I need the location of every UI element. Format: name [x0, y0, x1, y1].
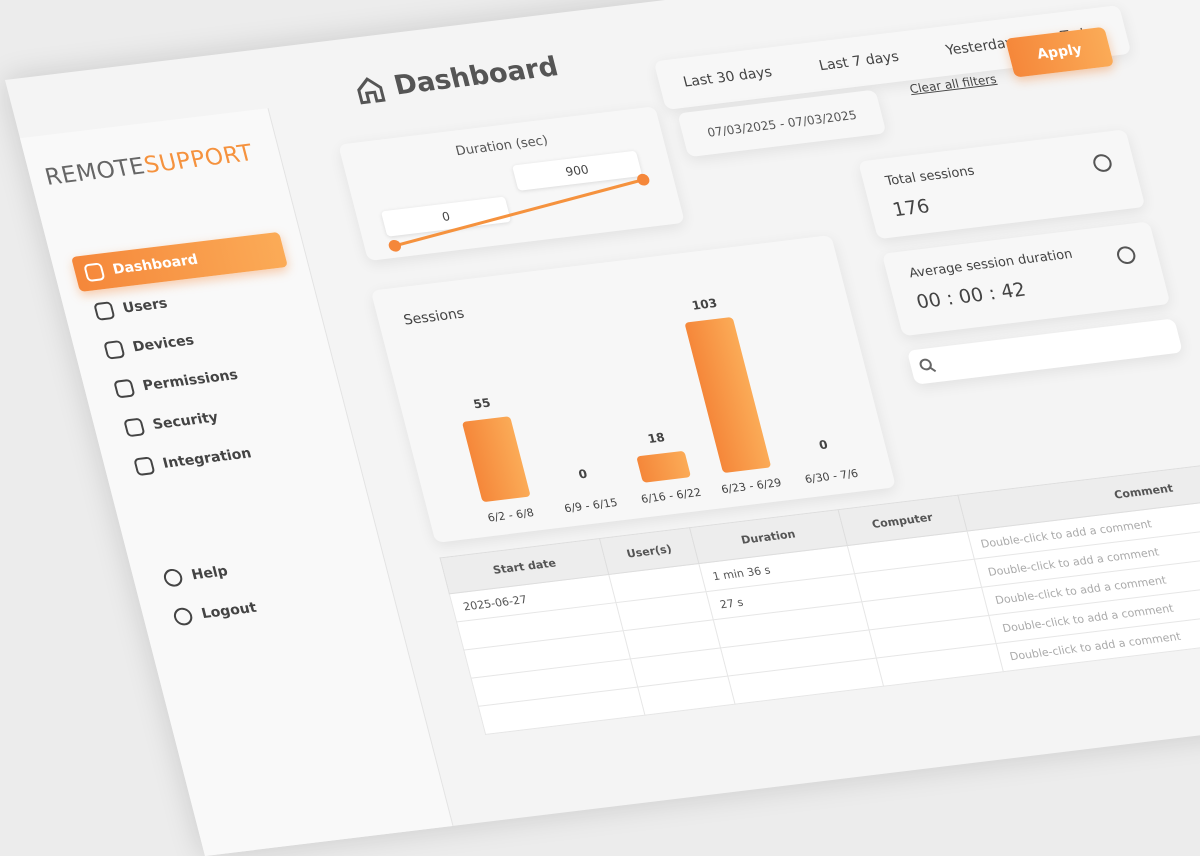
stat-icon: [1115, 245, 1138, 265]
nav-icon: [171, 606, 195, 627]
bar: [803, 458, 851, 464]
page: REMOTESUPPORT Dashboard Users Devices Permi…: [20, 5, 1200, 856]
bar: [462, 416, 530, 502]
slider-track: [394, 178, 644, 248]
nav-item[interactable]: Security: [121, 400, 222, 446]
nav-label: Security: [151, 409, 220, 433]
nav-icon: [113, 378, 136, 399]
nav-item[interactable]: Help: [160, 554, 232, 597]
stat-card: Average session duration 00 : 00 : 42: [881, 221, 1171, 337]
logo-text: SUPPORT: [141, 140, 256, 179]
nav-label: Dashboard: [111, 251, 200, 278]
logo: REMOTESUPPORT: [42, 140, 256, 190]
nav-icon: [123, 417, 146, 438]
data-label: 0: [818, 438, 830, 453]
page-title: Dashboard: [390, 51, 562, 102]
nav-icon: [83, 262, 106, 283]
stat-value: 00 : 00 : 42: [914, 278, 1029, 314]
nav-item[interactable]: Users: [91, 286, 172, 330]
app: REMOTESUPPORT Dashboard Users Devices Permi…: [5, 0, 1200, 856]
nav-item[interactable]: Devices: [101, 323, 198, 369]
logo-text: REMOTE: [42, 153, 148, 191]
stat-icon: [1091, 153, 1114, 173]
nav-label: Permissions: [141, 367, 240, 395]
date-preset[interactable]: Last 7 days: [817, 48, 901, 75]
stat-card: Total sessions 176: [858, 129, 1146, 240]
date-preset[interactable]: Last 30 days: [681, 64, 774, 91]
nav-icon: [161, 567, 185, 588]
x-tick-label: 6/16 - 6/22: [640, 486, 703, 506]
stat-value: 176: [890, 195, 932, 222]
slider-handle[interactable]: [636, 173, 651, 186]
stat-label: Average session duration: [907, 246, 1075, 282]
data-label: 18: [646, 430, 666, 446]
home-icon: [357, 76, 386, 104]
nav-icon: [103, 340, 126, 360]
range-slider[interactable]: [338, 106, 685, 261]
stat-label: Total sessions: [883, 163, 977, 190]
slider-handle[interactable]: [387, 239, 402, 252]
x-tick-label: 6/30 - 7/6: [804, 467, 860, 486]
bar: [563, 487, 611, 493]
x-tick-label: 6/9 - 6/15: [563, 496, 619, 515]
sessions-chart: Sessions 55 6/2 - 6/8 0 6/9 - 6/15 18 6/16 - …: [370, 234, 897, 543]
nav-label: Logout: [199, 599, 259, 623]
nav-item[interactable]: Logout: [170, 590, 261, 635]
data-label: 0: [577, 467, 589, 482]
bar: [637, 451, 691, 483]
search-icon: [919, 358, 937, 373]
search-box[interactable]: [906, 318, 1183, 385]
nav-label: Users: [121, 295, 170, 317]
date-preset[interactable]: Yesterday: [944, 35, 1016, 59]
data-label: 103: [690, 296, 718, 313]
nav-label: Devices: [131, 332, 196, 356]
nav-icon: [93, 301, 116, 321]
nav-label: Help: [189, 563, 230, 584]
chart-title: Sessions: [402, 306, 466, 329]
bar: [685, 317, 771, 473]
page-header: Dashboard: [351, 51, 561, 106]
nav-icon: [133, 456, 156, 477]
nav-item[interactable]: Dashboard: [71, 231, 288, 292]
nav-label: Integration: [161, 445, 254, 472]
duration-filter: Duration (sec) 0 900: [338, 106, 685, 262]
data-label: 55: [472, 396, 492, 412]
x-tick-label: 6/2 - 6/8: [486, 506, 535, 524]
x-tick-label: 6/23 - 6/29: [720, 476, 783, 496]
